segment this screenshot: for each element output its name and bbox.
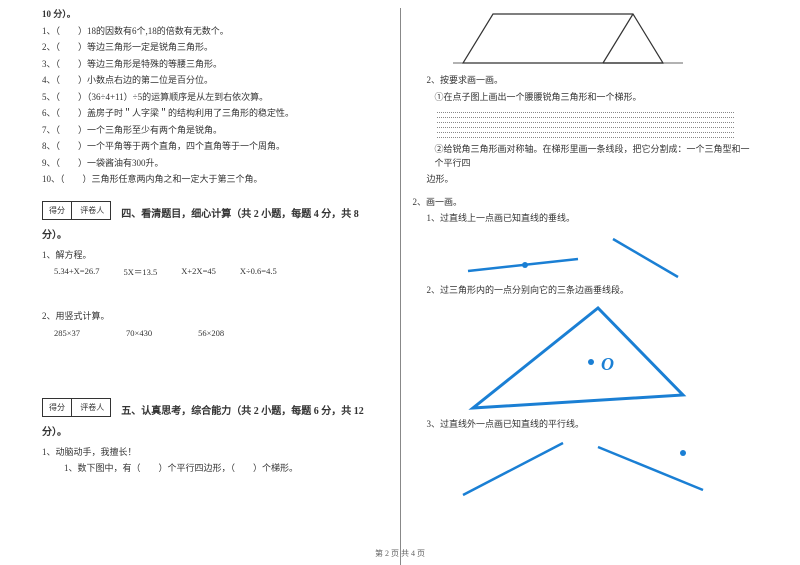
equation: X+2X=45 xyxy=(181,266,216,278)
parallel-lines-icon xyxy=(443,435,723,503)
section4-title: 四、看清题目，细心计算（共 2 小题，每题 4 分，共 8 xyxy=(121,205,359,220)
dot-grid xyxy=(413,107,759,143)
trapezoid-icon xyxy=(453,8,683,70)
tf-item: 8、（ ）一个平角等于两个直角，四个直角等于一个周角。 xyxy=(42,140,388,154)
perpendicular-figure xyxy=(413,229,759,284)
r-q2-1: ①在点子图上画出一个腰腰锐角三角形和一个梯形。 xyxy=(435,91,759,105)
equation: 56×208 xyxy=(198,328,224,338)
point-o-label: O xyxy=(601,354,614,374)
equation-row: 5.34+X=26.7 5X＝13.5 X+2X=45 X÷0.6=4.5 xyxy=(54,266,388,278)
q1-label: 1、解方程。 xyxy=(42,249,388,263)
grader-label: 评卷人 xyxy=(74,202,110,219)
equation: 5X＝13.5 xyxy=(123,266,157,278)
page-footer: 第 2 页 共 4 页 xyxy=(0,548,800,559)
line-segments-icon xyxy=(443,229,703,284)
r-s2-1: 1、过直线上一点画已知直线的垂线。 xyxy=(427,212,759,226)
tf-item: 5、（ ）（36÷4+11）÷5的运算顺序是从左到右依次算。 xyxy=(42,91,388,105)
triangle-figure: O xyxy=(413,300,759,418)
triangle-icon: O xyxy=(443,300,713,418)
r-q2-2b: 边形。 xyxy=(427,173,759,187)
tf-item: 9、（ ）一袋酱油有300升。 xyxy=(42,157,388,171)
grader-label: 评卷人 xyxy=(74,399,110,416)
tf-item: 3、（ ）等边三角形是特殊的等腰三角形。 xyxy=(42,58,388,72)
r-s2-3: 3、过直线外一点画已知直线的平行线。 xyxy=(427,418,759,432)
equation: 285×37 xyxy=(54,328,80,338)
r-q2-2a: ②给锐角三角形画对称轴。在梯形里画一条线段，把它分割成：一个三角型和一个平行四 xyxy=(435,143,759,170)
equation: 5.34+X=26.7 xyxy=(54,266,99,278)
section5-cont: 分）。 xyxy=(42,423,67,438)
tf-item: 1、（ ）18的因数有6个,18的倍数有无数个。 xyxy=(42,25,388,39)
r-s2-2: 2、过三角形内的一点分别向它的三条边画垂线段。 xyxy=(427,284,759,298)
tf-item: 6、（ ）盖房子时＂人字梁＂的结构利用了三角形的稳定性。 xyxy=(42,107,388,121)
score-box: 得分 评卷人 xyxy=(42,201,111,220)
tf-item: 4、（ ）小数点右边的第二位是百分位。 xyxy=(42,74,388,88)
r-s2: 2、画一画。 xyxy=(413,196,759,210)
section-intro: 10 分）。 xyxy=(42,8,388,22)
q51a: 1、数下图中，有（ ）个平行四边形，（ ）个梯形。 xyxy=(64,462,388,476)
q2-label: 2、用竖式计算。 xyxy=(42,310,388,324)
score-label: 得分 xyxy=(43,202,72,219)
r-q2: 2、按要求画一画。 xyxy=(427,74,759,88)
score-label: 得分 xyxy=(43,399,72,416)
tf-item: 10、（ ）三角形任意两内角之和一定大于第三个角。 xyxy=(42,173,388,187)
right-column: 2、按要求画一画。 ①在点子图上画出一个腰腰锐角三角形和一个梯形。 ②给锐角三角… xyxy=(400,8,771,565)
section5-title: 五、认真思考，综合能力（共 2 小题，每题 6 分，共 12 xyxy=(121,402,364,417)
score-box: 得分 评卷人 xyxy=(42,398,111,417)
equation: 70×430 xyxy=(126,328,152,338)
parallel-figure xyxy=(413,435,759,503)
trapezoid-figure xyxy=(413,8,759,70)
section4-cont: 分）。 xyxy=(42,226,67,241)
tf-item: 7、（ ）一个三角形至少有两个角是锐角。 xyxy=(42,124,388,138)
tf-item: 2、（ ）等边三角形一定是锐角三角形。 xyxy=(42,41,388,55)
equation: X÷0.6=4.5 xyxy=(240,266,277,278)
equation-row: 285×37 70×430 56×208 xyxy=(54,328,388,338)
q51: 1、动脑动手，我擅长！ xyxy=(42,446,388,460)
left-column: 10 分）。 1、（ ）18的因数有6个,18的倍数有无数个。 2、（ ）等边三… xyxy=(30,8,400,565)
